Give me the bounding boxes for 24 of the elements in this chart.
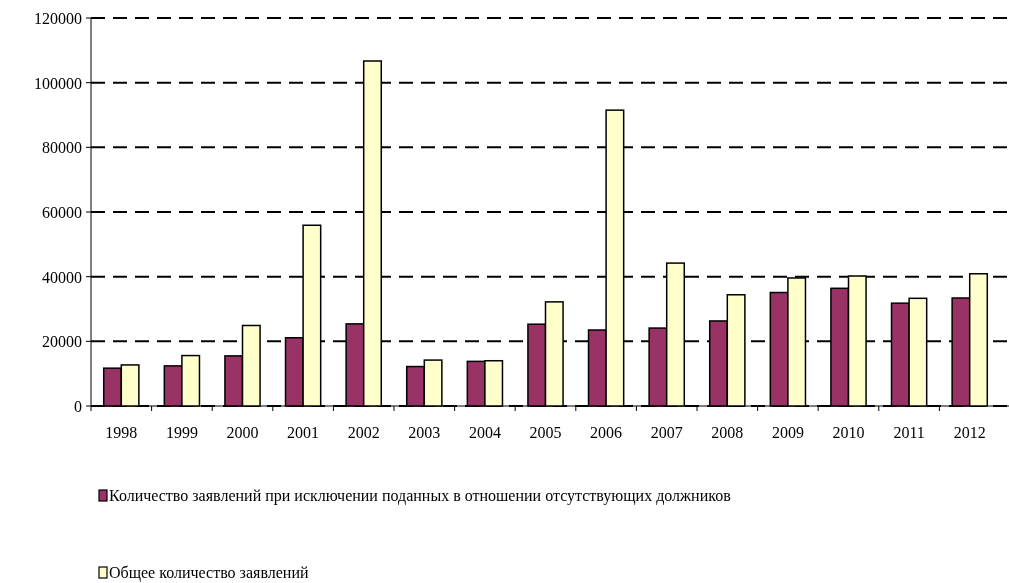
x-tick-label: 2005	[529, 424, 562, 441]
x-tick-label: 2007	[650, 424, 683, 441]
y-tick-label: 20000	[42, 333, 82, 351]
x-tick-label: 2011	[893, 424, 925, 441]
x-tick-label: 1998	[105, 424, 138, 441]
x-tick-label: 2004	[468, 424, 501, 441]
y-tick-label: 40000	[42, 268, 82, 286]
x-tick-label: 2000	[226, 424, 259, 441]
x-tick-label: 2010	[832, 424, 865, 441]
x-tick-label: 2001	[287, 424, 320, 441]
x-tick-label: 2003	[408, 424, 441, 441]
legend-label: Количество заявлений при исключении поданных в отношении отсутствующих должников	[109, 487, 732, 505]
x-tick-label: 2009	[771, 424, 804, 441]
legend-label: Общее количество заявлений	[109, 564, 309, 582]
x-tick-label: 2008	[711, 424, 744, 441]
y-tick-label: 80000	[42, 139, 82, 157]
x-tick-label: 2006	[590, 424, 623, 441]
y-tick-label: 100000	[34, 74, 82, 92]
y-tick-label: 0	[74, 398, 82, 415]
y-tick-label: 60000	[42, 204, 82, 221]
x-tick-label: 1999	[165, 424, 198, 441]
x-tick-label: 2012	[953, 424, 986, 441]
x-tick-label: 2002	[347, 424, 380, 441]
y-tick-label: 120000	[34, 10, 82, 27]
